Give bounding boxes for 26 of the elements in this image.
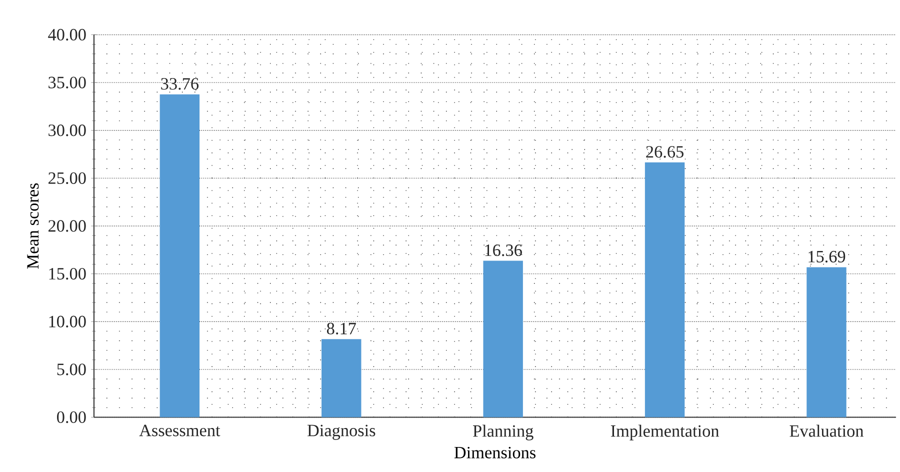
data-label: 8.17 bbox=[326, 323, 356, 335]
data-label: 26.65 bbox=[646, 146, 684, 158]
data-label: 15.69 bbox=[808, 251, 846, 263]
x-tick-label: Implementation bbox=[610, 424, 720, 441]
bar bbox=[644, 162, 685, 418]
y-axis-title: Mean scores bbox=[27, 184, 39, 269]
bar bbox=[806, 267, 846, 418]
data-label: 33.76 bbox=[161, 78, 199, 90]
y-tick-label: 5.00 bbox=[57, 364, 86, 376]
y-tick-label: 10.00 bbox=[49, 316, 86, 328]
data-label: 16.36 bbox=[485, 244, 522, 256]
y-tick-label: 20.00 bbox=[48, 220, 86, 232]
y-tick-label: 40.00 bbox=[48, 29, 86, 41]
y-tick-label: 15.00 bbox=[49, 268, 86, 280]
x-tick-label: Assessment bbox=[139, 424, 220, 437]
y-tick-label: 35.00 bbox=[48, 76, 86, 89]
x-axis-title: Dimensions bbox=[454, 447, 536, 459]
x-tick-label: Diagnosis bbox=[307, 424, 376, 440]
bar bbox=[322, 339, 362, 418]
y-tick-label: 30.00 bbox=[48, 124, 86, 136]
x-tick-label: Evaluation bbox=[790, 424, 864, 438]
x-tick-label: Planning bbox=[472, 424, 534, 441]
y-tick-label: 25.00 bbox=[48, 172, 86, 184]
y-tick-label: 0.00 bbox=[57, 412, 86, 424]
bar bbox=[483, 261, 523, 418]
bar bbox=[160, 94, 200, 418]
